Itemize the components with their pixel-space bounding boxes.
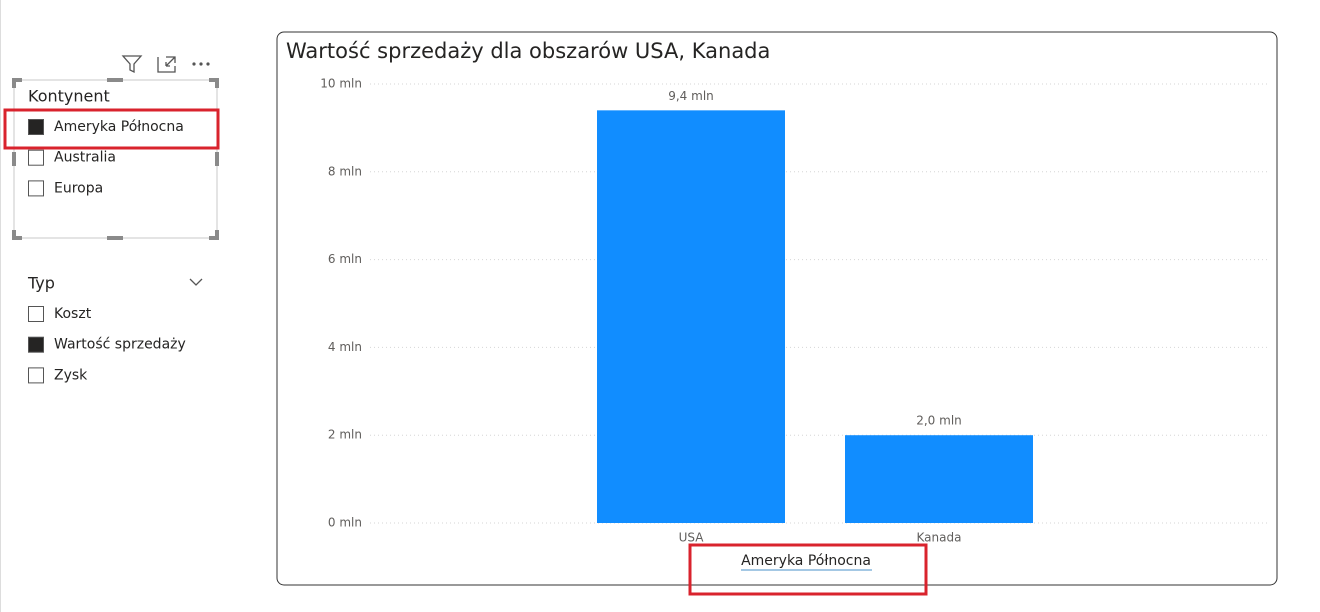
x-tick-label: Kanada (917, 531, 962, 545)
checkbox[interactable] (28, 367, 44, 384)
chart: 0 mln 2 mln 4 mln 6 mln 8 mln 10 mln 9,4 mln US… (320, 77, 1268, 545)
y-tick-label: 4 mln (328, 340, 362, 354)
checkbox[interactable] (28, 336, 44, 353)
data-label: 2,0 mln (916, 414, 962, 428)
checkbox[interactable] (28, 149, 44, 166)
more-options[interactable] (192, 62, 210, 66)
chart-title: Wartość sprzedaży dla obszarów USA, Kana… (286, 39, 770, 63)
resize-handles (12, 78, 219, 240)
y-tick-label: 6 mln (328, 252, 362, 266)
checkbox[interactable] (28, 119, 44, 135)
highlight-box (688, 543, 928, 596)
focus-icon[interactable] (157, 56, 176, 73)
slicer-item[interactable]: Europa (54, 180, 103, 196)
x-axis-title[interactable]: Ameryka Północna (741, 553, 871, 569)
y-tick-label: 8 mln (328, 164, 362, 178)
slicer-title: Typ (27, 274, 55, 293)
slicer-item[interactable]: Ameryka Północna (54, 119, 184, 135)
highlight-box (3, 108, 220, 150)
y-tick-label: 2 mln (328, 428, 362, 442)
bar[interactable] (845, 435, 1033, 523)
filter-icon[interactable] (121, 55, 143, 74)
x-tick-label: USA (679, 531, 705, 545)
bar[interactable] (597, 110, 785, 523)
slicer-item[interactable]: Zysk (54, 367, 88, 383)
slicer-item[interactable]: Koszt (54, 306, 92, 322)
slicer-title: Kontynent (28, 87, 110, 106)
slicers: Kontynent Ameryka Północna Australia Europa… (27, 87, 186, 384)
slicer-item[interactable]: Wartość sprzedaży (54, 337, 186, 353)
visual-header (121, 55, 176, 74)
y-tick-label: 10 mln (320, 77, 362, 91)
data-label: 9,4 mln (668, 89, 714, 103)
dropdown-chevron[interactable] (189, 278, 203, 286)
checkbox[interactable] (28, 306, 44, 322)
slicer-item[interactable]: Australia (54, 150, 116, 166)
checkbox[interactable] (28, 180, 44, 197)
y-tick-label: 0 mln (328, 516, 362, 530)
